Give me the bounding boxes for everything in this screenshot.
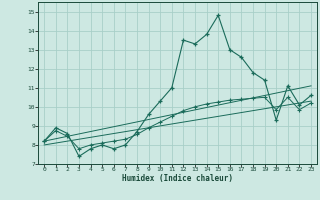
X-axis label: Humidex (Indice chaleur): Humidex (Indice chaleur) [122, 174, 233, 183]
